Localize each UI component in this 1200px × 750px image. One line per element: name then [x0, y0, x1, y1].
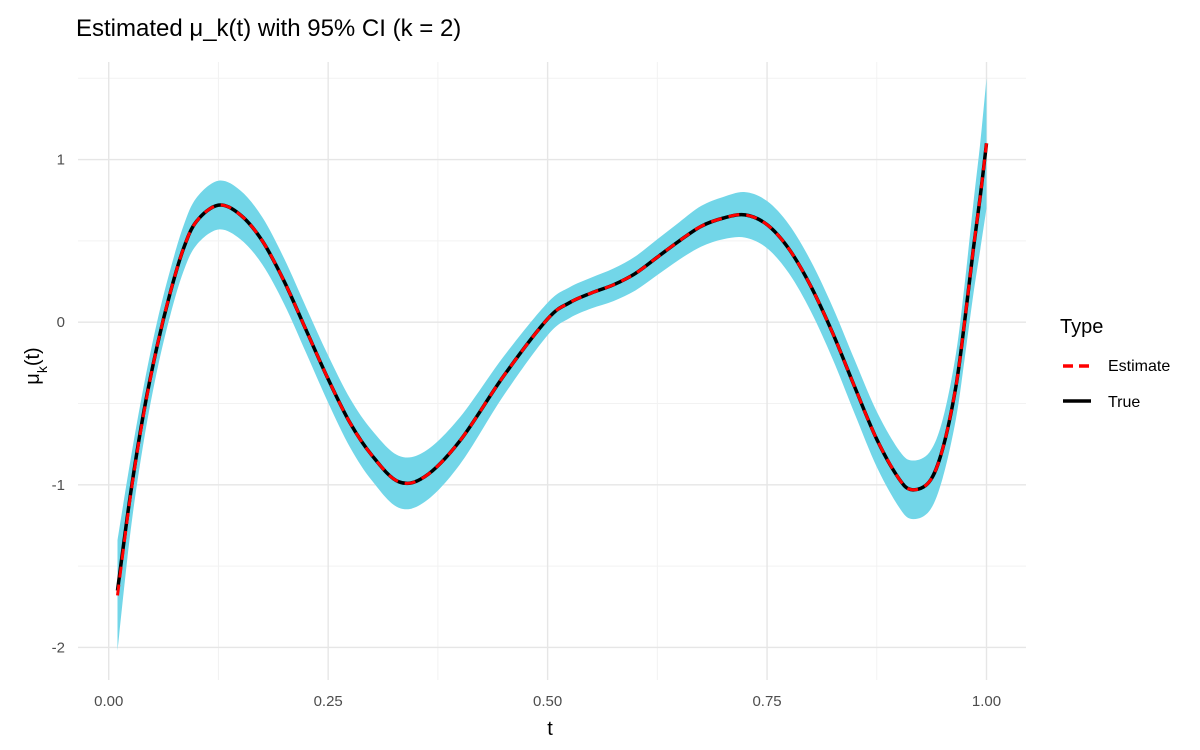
x-tick-label: 1.00: [972, 693, 1001, 710]
ci-band-layer: [117, 78, 987, 651]
x-tick-label: 0.50: [533, 693, 562, 710]
series-lines-layer: [115, 143, 989, 596]
y-axis-title-base: μ: [22, 373, 44, 385]
y-tick-label: -2: [52, 639, 65, 656]
legend-title: Type: [1060, 316, 1103, 338]
legend-label-true: True: [1108, 394, 1140, 411]
x-tick-label: 0.25: [314, 693, 343, 710]
series-line-estimate: [116, 143, 988, 596]
chart-title: Estimated μ_k(t) with 95% CI (k = 2): [76, 15, 461, 42]
y-axis-title: μk(t): [22, 347, 50, 384]
y-tick-label: -1: [52, 477, 65, 494]
y-tick-label: 0: [57, 314, 65, 331]
y-tick-label: 1: [57, 152, 65, 169]
legend-label-estimate: Estimate: [1108, 358, 1170, 375]
legend: Type Estimate True: [1060, 316, 1170, 411]
x-tick-label: 0.75: [752, 693, 781, 710]
x-tick-label: 0.00: [94, 693, 123, 710]
y-axis-title-subscript: k: [34, 365, 50, 373]
x-axis-title: t: [547, 718, 553, 740]
y-tick-labels: -2 -1 0 1: [52, 152, 65, 657]
grid-lines: [78, 62, 1026, 680]
y-axis-title-suffix: (t): [22, 347, 44, 366]
ci-band: [117, 78, 987, 651]
x-tick-labels: 0.00 0.25 0.50 0.75 1.00: [94, 693, 1001, 710]
